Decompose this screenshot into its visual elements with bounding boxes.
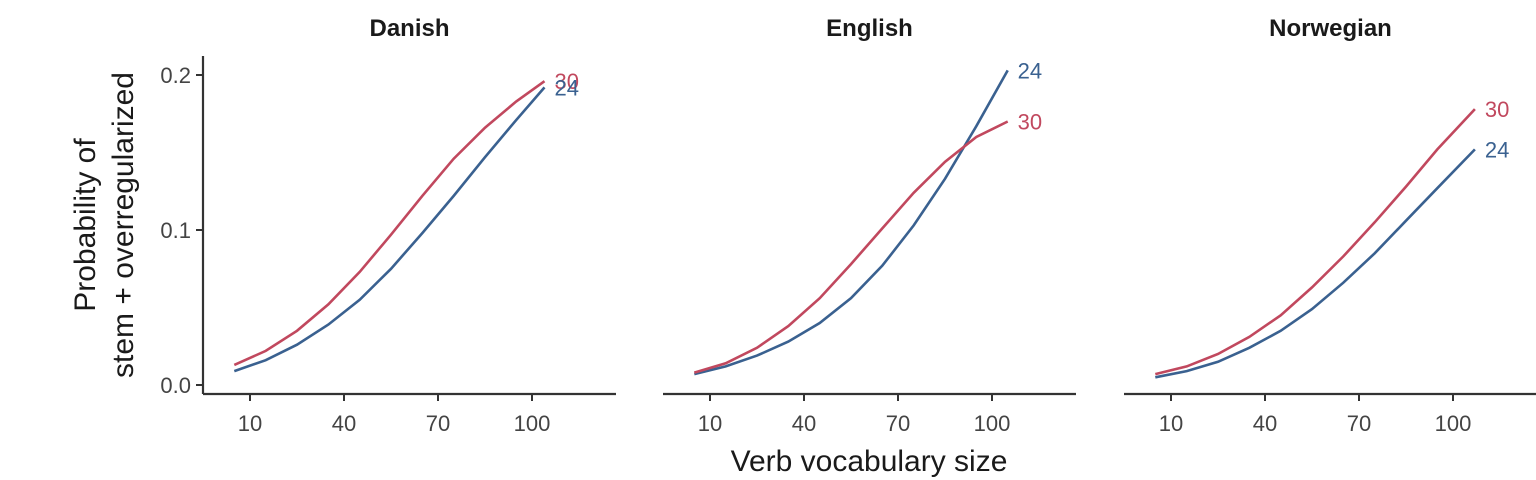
- x-tick-label: 70: [1347, 411, 1371, 436]
- x-tick-label: 100: [1435, 411, 1472, 436]
- panel-norwegian: Norwegian 10 40 70 100 30 24: [1124, 15, 1536, 436]
- series-end-label-24: 24: [1018, 58, 1042, 83]
- y-axis-title-line-1: Probability of: [69, 138, 102, 312]
- x-tick-label: 100: [514, 411, 551, 436]
- panel-title: Norwegian: [1269, 15, 1392, 42]
- series-line-24: [693, 69, 1009, 376]
- x-tick-label: 10: [238, 411, 262, 436]
- series-end-label-30: 30: [1018, 110, 1042, 135]
- x-tick-label: 10: [1159, 411, 1183, 436]
- series-line-24: [1155, 148, 1476, 379]
- y-axis-title-line-2: stem + overregularized: [107, 72, 140, 378]
- series-end-label-30: 30: [555, 69, 579, 94]
- panel-title: English: [826, 15, 913, 42]
- x-tick-label: 10: [698, 411, 722, 436]
- y-tick-label: 0.1: [160, 218, 191, 243]
- y-axis-title: Probability of stem + overregularized: [69, 72, 140, 378]
- series-end-label-30: 30: [1485, 97, 1509, 122]
- y-tick-label: 0.2: [160, 63, 191, 88]
- series-line-30: [1154, 108, 1476, 376]
- x-tick-label: 40: [792, 411, 816, 436]
- x-tick-label: 40: [332, 411, 356, 436]
- series-line-30: [693, 120, 1009, 374]
- x-tick-label: 40: [1253, 411, 1277, 436]
- series-line-30: [233, 80, 546, 367]
- x-tick-label: 100: [974, 411, 1011, 436]
- series-end-label-24: 24: [555, 75, 579, 100]
- x-tick-label: 70: [886, 411, 910, 436]
- series-end-label-24: 24: [1485, 137, 1509, 162]
- panel-english: English 10 40 70 100 24 30: [663, 15, 1076, 436]
- y-tick-label: 0.0: [160, 373, 191, 398]
- x-tick-label: 70: [426, 411, 450, 436]
- panel-title: Danish: [369, 15, 449, 42]
- series-line-24: [233, 86, 546, 373]
- x-axis-title: Verb vocabulary size: [731, 445, 1008, 478]
